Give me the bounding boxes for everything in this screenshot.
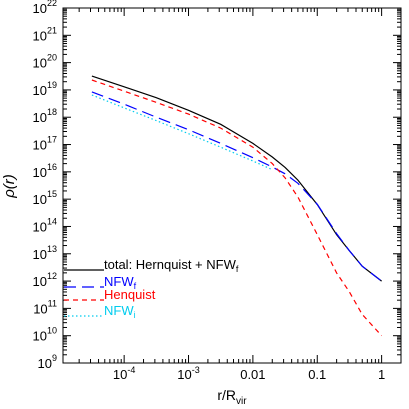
y-tick-label: 1018 [33, 107, 57, 125]
y-tick-label: 109 [38, 353, 57, 371]
x-axis-title-subscript: vir [236, 396, 247, 407]
y-tick-label: 1017 [33, 135, 57, 153]
y-axis-title: ρ(r) [1, 174, 18, 199]
y-tick-label: 1016 [33, 162, 57, 180]
series-line-4 [91, 94, 273, 171]
x-tick-label: 0.01 [240, 367, 265, 382]
y-tick-label: 1012 [33, 271, 57, 289]
y-tick-label: 1020 [33, 53, 57, 71]
plot-frame [62, 7, 402, 364]
series-line-3 [91, 79, 383, 337]
series-layer [91, 75, 383, 337]
series-line-1 [91, 75, 382, 282]
legend-label-3: Henquist [104, 287, 156, 302]
y-tick-label: 1019 [33, 80, 57, 98]
legend-label-4: NFWi [104, 303, 136, 320]
x-tick-label: 0.1 [308, 367, 326, 382]
x-tick-label: 10-3 [177, 365, 199, 382]
x-axis-ticks: 10-4 10-3 0.01 0.1 1 [78, 8, 402, 382]
y-tick-label: 1010 [33, 326, 57, 344]
series-line-2 [91, 91, 382, 282]
legend-label-1: total: Hernquist + NFWf [104, 257, 239, 274]
x-tick-label: 1 [378, 367, 385, 382]
y-tick-label: 1021 [33, 25, 57, 43]
y-axis-ticks: 109 1010 1011 1012 1013 1014 1015 1016 1017 1018 1… [33, 0, 401, 371]
y-tick-label: 1011 [33, 298, 57, 316]
y-tick-label: 1014 [33, 216, 57, 234]
x-tick-label: 10-4 [113, 365, 135, 382]
y-tick-label: 1022 [33, 0, 57, 16]
legend-label-2: NFWf [104, 274, 137, 291]
y-tick-label: 1013 [33, 244, 57, 262]
y-tick-label: 1015 [33, 189, 57, 207]
x-axis-title: r/Rvir [217, 387, 247, 407]
